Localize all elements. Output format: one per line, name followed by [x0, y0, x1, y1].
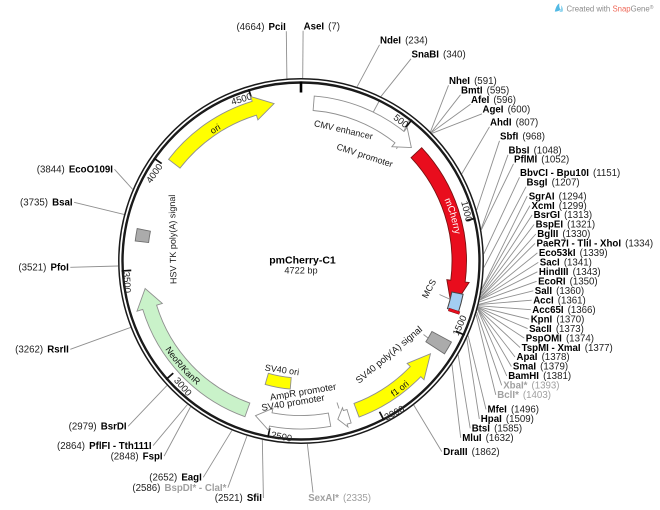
svg-text:SV40 ori: SV40 ori: [264, 363, 300, 378]
svg-text:BspEI (1321): BspEI (1321): [536, 220, 596, 231]
svg-text:BamHI (1381): BamHI (1381): [508, 371, 571, 382]
svg-text:XbaI* (1393): XbaI* (1393): [503, 381, 559, 392]
svg-text:2500: 2500: [270, 430, 293, 445]
svg-text:BsrGI (1313): BsrGI (1313): [534, 210, 592, 221]
svg-text:PspOMI (1374): PspOMI (1374): [526, 333, 594, 344]
svg-text:BsgI (1207): BsgI (1207): [527, 178, 580, 189]
svg-text:3500: 3500: [120, 272, 132, 294]
svg-text:ApaI (1378): ApaI (1378): [517, 352, 570, 363]
svg-text:(3735) BsaI: (3735) BsaI: [20, 198, 73, 209]
svg-text:Acc65I (1366): Acc65I (1366): [532, 305, 595, 316]
svg-text:Eco53kI (1339): Eco53kI (1339): [539, 248, 608, 259]
svg-text:HindIII (1343): HindIII (1343): [539, 267, 601, 278]
svg-text:(2864) PflFI - Tth111I: (2864) PflFI - Tth111I: [57, 441, 152, 452]
svg-text:EcoRI (1350): EcoRI (1350): [538, 277, 598, 288]
svg-text:SacI (1341): SacI (1341): [540, 258, 592, 269]
svg-text:AhdI (807): AhdI (807): [490, 118, 538, 129]
svg-text:SalI (1360): SalI (1360): [535, 286, 584, 297]
svg-text:NdeI (234): NdeI (234): [380, 36, 428, 47]
svg-text:HpaI (1509): HpaI (1509): [481, 414, 534, 425]
svg-text:(3844) EcoO109I: (3844) EcoO109I: [37, 165, 114, 176]
svg-text:BtsI (1585): BtsI (1585): [472, 424, 522, 435]
svg-text:KpnI (1370): KpnI (1370): [531, 314, 585, 325]
svg-text:MluI (1632): MluI (1632): [462, 433, 513, 444]
svg-text:BmtI (595): BmtI (595): [461, 86, 509, 97]
svg-text:XcmI (1299): XcmI (1299): [532, 201, 587, 212]
svg-text:(2979) BsrDI: (2979) BsrDI: [69, 422, 127, 433]
svg-text:AccI (1361): AccI (1361): [533, 295, 586, 306]
svg-text:BclI* (1403): BclI* (1403): [497, 390, 551, 401]
svg-text:SacII (1373): SacII (1373): [529, 324, 584, 335]
svg-text:AfeI (596): AfeI (596): [471, 95, 516, 106]
svg-text:BglII (1330): BglII (1330): [537, 229, 590, 240]
svg-text:(2521) SfiI: (2521) SfiI: [215, 493, 262, 504]
svg-text:NheI (591): NheI (591): [449, 76, 497, 87]
svg-text:PflMI (1052): PflMI (1052): [514, 155, 569, 166]
svg-text:(2652) EagI: (2652) EagI: [149, 473, 202, 484]
svg-text:BbsI (1048): BbsI (1048): [509, 146, 562, 157]
svg-text:TspMI - XmaI (1377): TspMI - XmaI (1377): [522, 343, 613, 354]
svg-text:SbfI (968): SbfI (968): [500, 132, 545, 143]
svg-text:4722 bp: 4722 bp: [284, 266, 317, 276]
svg-text:(2848) FspI: (2848) FspI: [111, 451, 163, 462]
svg-text:1000: 1000: [458, 200, 474, 223]
svg-text:AgeI (600): AgeI (600): [483, 105, 531, 116]
svg-text:AseI (7): AseI (7): [304, 22, 340, 33]
svg-text:BbvCI - Bpu10I (1151): BbvCI - Bpu10I (1151): [520, 168, 620, 179]
svg-text:SmaI (1379): SmaI (1379): [513, 362, 568, 373]
svg-text:(3262) RsrII: (3262) RsrII: [15, 345, 69, 356]
svg-text:MfeI (1496): MfeI (1496): [488, 405, 539, 416]
svg-text:DraIII (1862): DraIII (1862): [443, 447, 499, 458]
svg-text:(3521) PfoI: (3521) PfoI: [18, 263, 69, 274]
svg-text:(4664) PciI: (4664) PciI: [236, 22, 286, 33]
svg-text:SnaBI (340): SnaBI (340): [412, 50, 466, 61]
svg-text:HSV TK poly(A) signal: HSV TK poly(A) signal: [167, 195, 179, 285]
svg-text:(2586) BspDI* - ClaI*: (2586) BspDI* - ClaI*: [132, 483, 226, 494]
svg-text:Created with SnapGene®: Created with SnapGene®: [567, 4, 654, 14]
svg-text:SgrAI (1294): SgrAI (1294): [529, 191, 587, 202]
svg-text:PaeR7I - TliI - XhoI (1334): PaeR7I - TliI - XhoI (1334): [537, 239, 654, 250]
svg-text:pmCherry-C1: pmCherry-C1: [269, 255, 336, 267]
svg-text:SexAI* (2335): SexAI* (2335): [308, 493, 371, 504]
